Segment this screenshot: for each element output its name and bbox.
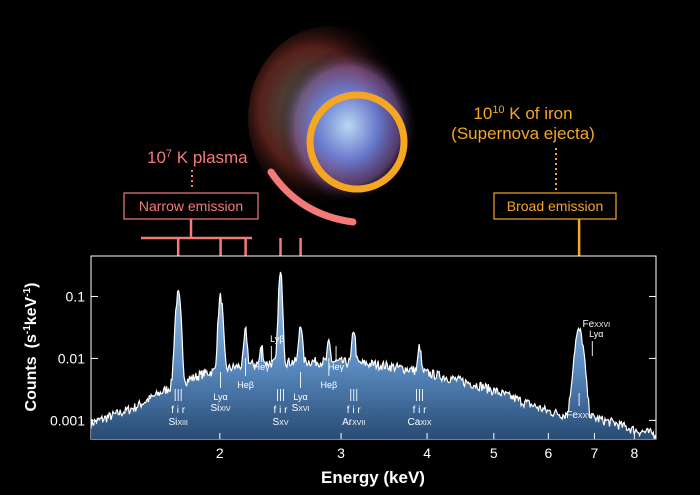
x-tick-label: 6 [544, 445, 552, 461]
plasma-arc [267, 168, 357, 226]
x-tick-label: 4 [423, 445, 431, 461]
line-ion-label: SXVI [292, 403, 310, 414]
remnant-image [248, 26, 418, 210]
y-tick-label: 0.001 [50, 412, 85, 428]
line-trans-label: f i r [347, 405, 362, 416]
x-tick-label: 7 [591, 445, 599, 461]
y-axis: 0.1 0.01 0.001 [50, 288, 656, 428]
line-trans-label: Lyα [293, 392, 307, 402]
x-axis: 2 3 4 5 6 7 8 [216, 433, 638, 461]
line-trans-label: Lyα [213, 392, 227, 402]
line-ion-label: SiXIII [168, 417, 187, 428]
iron-sublabel: (Supernova ejecta) [451, 124, 595, 143]
iron-ring [306, 91, 408, 193]
x-tick-label: 5 [490, 445, 498, 461]
y-tick-label: 0.1 [66, 288, 86, 304]
broad-emission-label: Broad emission [507, 198, 604, 214]
line-trans-label: f i r [171, 405, 186, 416]
line-trans-label: Heγ [328, 362, 345, 372]
line-ion-label: FeXXVI [582, 319, 610, 330]
spectrum-line [91, 271, 656, 439]
plasma-label: 107 K plasma [147, 148, 248, 167]
line-trans-label: Heγ [254, 362, 271, 372]
y-axis-label: Counts(s-1keV-1) [22, 283, 40, 412]
broad-emission-box [493, 192, 617, 220]
narrow-emission-label: Narrow emission [139, 198, 243, 214]
line-trans-label: Heβ [237, 380, 254, 390]
line-ion-label: ArXVII [342, 417, 365, 428]
line-trans-label: Lyβ [270, 334, 284, 344]
iron-label: 1010 K of iron [473, 104, 572, 123]
line-trans-label: f i r [413, 405, 428, 416]
y-tick-label: 0.01 [58, 350, 85, 366]
line-ion-label: CaXIX [407, 417, 431, 428]
x-axis-label: Energy (keV) [321, 468, 425, 487]
line-ion-label: SiXIV [210, 403, 231, 414]
x-tick-label: 3 [337, 445, 345, 461]
x-tick-label: 8 [630, 445, 638, 461]
line-trans-label: Lyα [589, 329, 603, 339]
spectrum-area [91, 272, 656, 439]
line-ion-label: SXV [272, 417, 288, 428]
line-trans-label: f i r [274, 405, 289, 416]
line-ion-label: FeXXV [566, 410, 592, 421]
x-tick-label: 2 [216, 445, 224, 461]
line-trans-label: Heβ [321, 380, 338, 390]
